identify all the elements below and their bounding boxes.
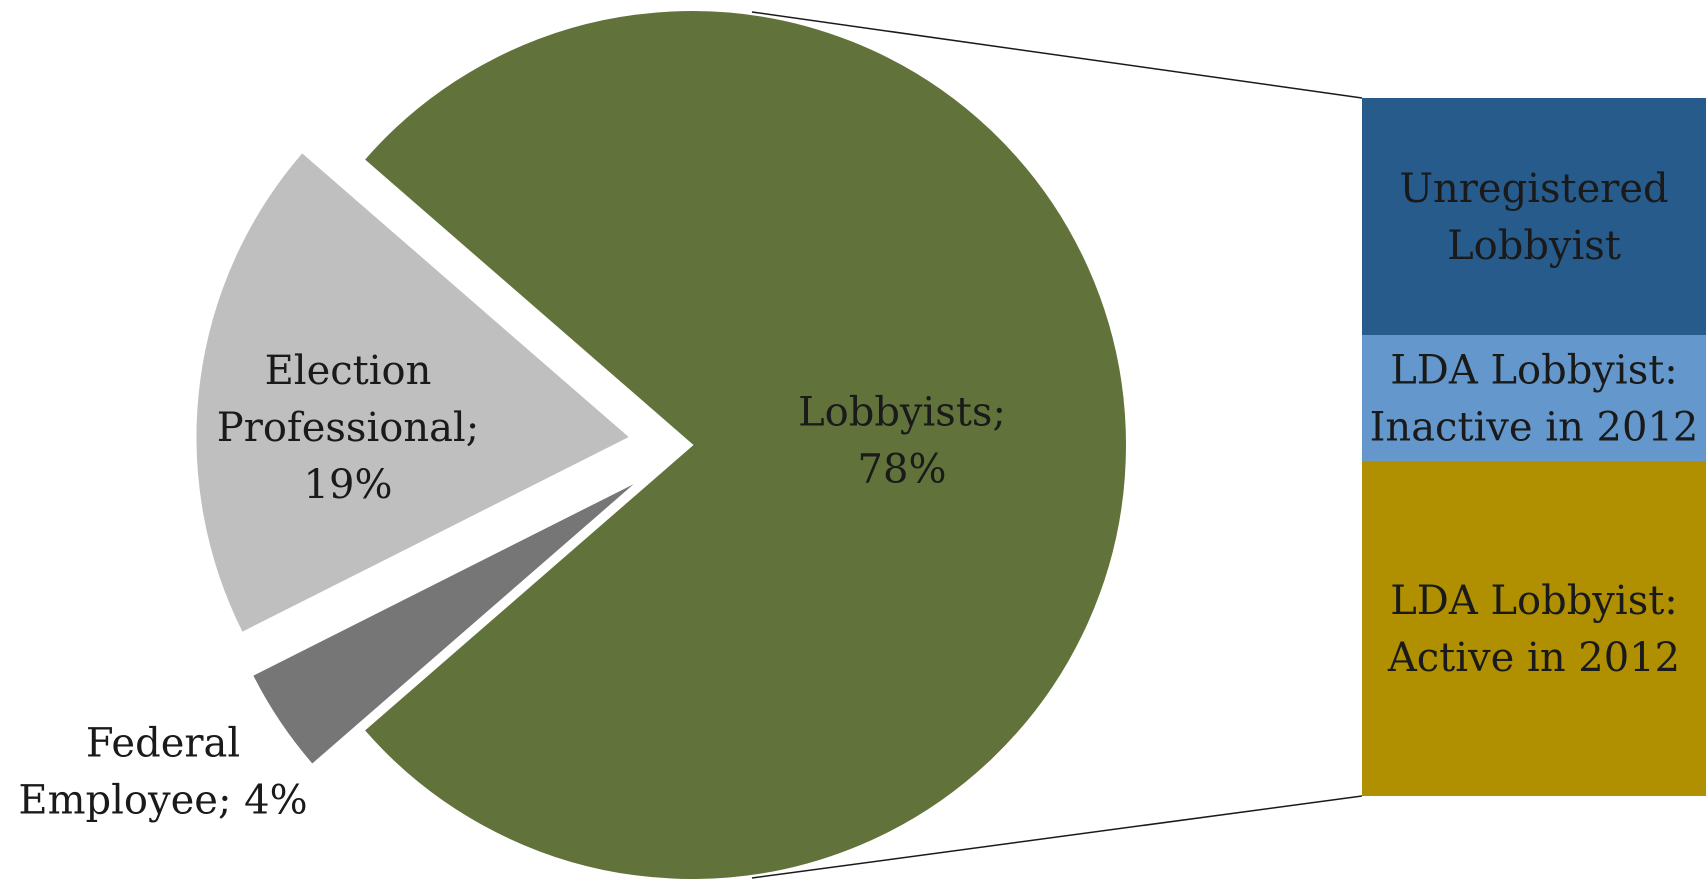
breakdown-segment-lda-lobbyist-inactive-in-2012 (1362, 335, 1706, 461)
slice-label-lobbyists: Lobbyists; 78% (798, 390, 1006, 493)
breakdown-label-unregistered-lobbyist-line: Lobbyist (1447, 223, 1621, 269)
breakdown-label-lda-lobbyist-inactive-in-2012-line: LDA Lobbyist: (1390, 348, 1678, 394)
connector-line-bottom (751, 795, 1363, 879)
breakdown-segment-lda-lobbyist-active-in-2012 (1362, 460, 1706, 796)
pie-slice-federal (250, 478, 642, 767)
breakdown-label-unregistered-lobbyist: Unregistered Lobbyist (1399, 166, 1668, 269)
slice-label-election: Election Professional; 19% (217, 348, 479, 508)
slice-label-election-line: 19% (304, 462, 393, 508)
breakdown-label-lda-lobbyist-active-in-2012: LDA Lobbyist: Active in 2012 (1387, 578, 1680, 681)
pie-slices (194, 9, 1128, 879)
breakdown-label-lda-lobbyist-active-in-2012-line: Active in 2012 (1387, 635, 1680, 681)
connector-lines (751, 11, 1363, 879)
pie-slice-lobbyists (362, 9, 1128, 879)
slice-label-federal: Federal Employee; 4% (18, 721, 307, 824)
slice-label-federal-line: Employee; 4% (18, 778, 307, 824)
slice-label-lobbyists-line: 78% (858, 447, 947, 493)
chart-labels: Lobbyists; 78% Election Professional; 19% Fed… (18, 166, 1698, 823)
pie-slice-election (194, 150, 633, 635)
breakdown-label-lda-lobbyist-inactive-in-2012: LDA Lobbyist: Inactive in 2012 (1370, 348, 1699, 451)
connector-line-top (751, 11, 1363, 99)
slice-label-election-line: Election (265, 348, 432, 394)
breakdown-label-lda-lobbyist-inactive-in-2012-line: Inactive in 2012 (1370, 405, 1699, 451)
breakdown-label-unregistered-lobbyist-line: Unregistered (1399, 166, 1668, 212)
slice-label-lobbyists-line: Lobbyists; (798, 390, 1006, 436)
slice-label-federal-line: Federal (86, 721, 240, 767)
breakdown-label-lda-lobbyist-active-in-2012-line: LDA Lobbyist: (1390, 578, 1678, 624)
slice-label-election-line: Professional; (217, 405, 479, 451)
breakdown-segment-unregistered-lobbyist (1362, 98, 1706, 336)
breakdown-bar (1362, 98, 1706, 796)
